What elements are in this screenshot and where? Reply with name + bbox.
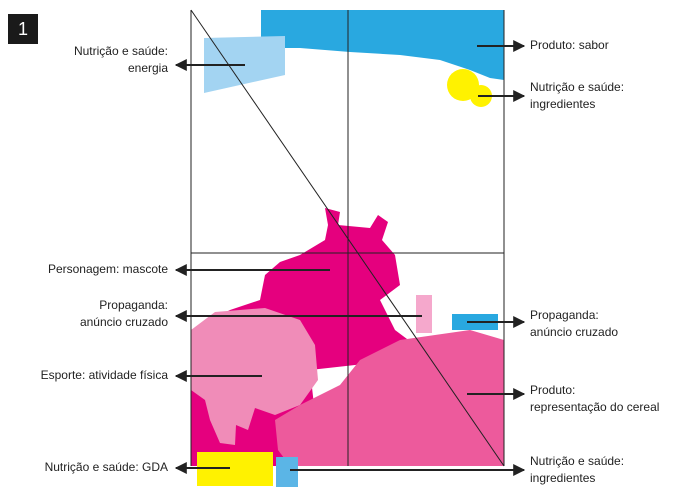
ingredients-box	[276, 457, 298, 487]
label: Nutrição e saúde: GDA	[45, 460, 168, 474]
label: anúncio cruzado	[530, 325, 618, 339]
label: Propaganda:	[530, 308, 599, 322]
label: energia	[128, 61, 168, 75]
label: Propaganda:	[99, 298, 168, 312]
label: anúncio cruzado	[80, 315, 168, 329]
label: Produto:	[530, 383, 575, 397]
artwork	[191, 10, 504, 487]
label: Esporte: atividade física	[41, 368, 169, 382]
diagram: 1 Nutrição e saúde: energia Produto: sabor…	[0, 0, 680, 494]
label: representação do cereal	[530, 400, 659, 414]
label: Nutrição e saúde:	[530, 454, 624, 468]
label: ingredientes	[530, 471, 595, 485]
ad-pink	[416, 295, 432, 333]
blue-band	[261, 10, 504, 80]
label: Personagem: mascote	[48, 262, 168, 276]
badge: 1	[18, 19, 28, 39]
label: Produto: sabor	[530, 38, 609, 52]
label: Nutrição e saúde:	[530, 80, 624, 94]
label: ingredientes	[530, 97, 595, 111]
label: Nutrição e saúde:	[74, 44, 168, 58]
